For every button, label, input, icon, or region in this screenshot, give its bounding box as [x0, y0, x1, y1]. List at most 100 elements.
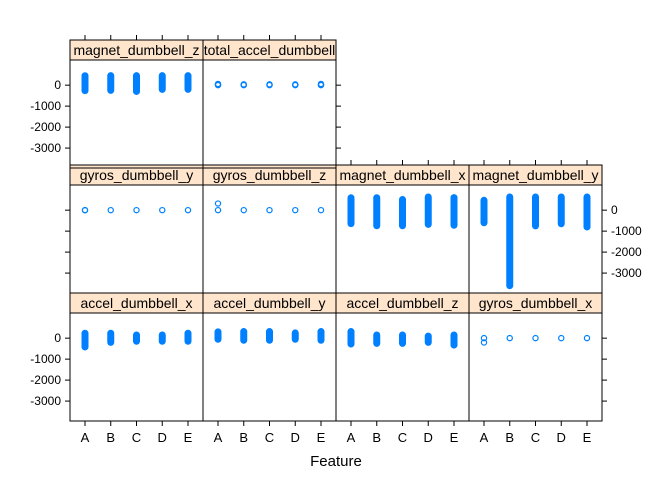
panel-title: gyros_dumbbell_y [80, 167, 194, 183]
y-tick-label: 0 [54, 331, 61, 345]
data-point-B [240, 206, 247, 214]
panel-frame [202, 184, 337, 294]
data-point-D [425, 209, 432, 216]
data-point-B [506, 334, 513, 342]
panel-magnet_dumbbell_y: magnet_dumbbell_y [468, 164, 603, 294]
panel-gyros_dumbbell_x: gyros_dumbbell_x [468, 292, 603, 422]
data-point-B [506, 213, 513, 220]
y-tick-label: -2000 [30, 373, 61, 387]
data-point-E [184, 333, 192, 341]
data-point-A [81, 338, 89, 345]
data-point-E [184, 206, 192, 214]
data-point-A [214, 328, 222, 336]
panel-title: gyros_dumbbell_z [213, 167, 327, 183]
data-point-B [107, 330, 114, 337]
data-point-C [399, 209, 406, 216]
y-tick-label: -1000 [611, 224, 642, 238]
x-tick-label-A: A [480, 430, 489, 445]
panel-frame [468, 312, 603, 422]
data-point-B [373, 340, 380, 347]
x-tick-label-A: A [81, 430, 90, 445]
data-point-B [373, 331, 380, 339]
data-point-A [347, 340, 355, 348]
x-tick-label-D: D [557, 430, 566, 445]
data-point-E [450, 194, 458, 201]
data-point-D [558, 206, 565, 214]
panel-title: accel_dumbbell_z [346, 295, 458, 311]
x-tick-label-C: C [265, 430, 274, 445]
data-point-D [425, 193, 432, 201]
data-point-A [347, 202, 355, 210]
panel-gyros_dumbbell_y: gyros_dumbbell_y [69, 164, 204, 294]
y-tick-label: -1000 [30, 99, 61, 113]
data-point-E [583, 223, 591, 231]
data-point-D [558, 213, 565, 220]
data-point-D [425, 221, 432, 228]
data-point-C [133, 88, 140, 95]
data-point-C [532, 334, 539, 342]
data-point-E [317, 337, 325, 344]
x-tick-label-C: C [132, 430, 141, 445]
data-point-E [450, 341, 458, 349]
data-point-C [133, 334, 140, 342]
panel-title: accel_dumbbell_y [213, 295, 325, 311]
data-point-E [450, 334, 458, 342]
panel-accel_dumbbell_y: accel_dumbbell_y [202, 292, 337, 422]
data-point-B [373, 333, 380, 341]
data-point-C [133, 338, 140, 345]
x-tick-label-E: E [450, 430, 459, 445]
data-point-C [266, 81, 273, 88]
panel-title: magnet_dumbbell_z [73, 42, 199, 58]
data-point-D [159, 81, 166, 89]
x-tick-label-B: B [106, 430, 115, 445]
y-tick-label: -3000 [30, 141, 61, 155]
y-tick-label: -3000 [611, 266, 642, 280]
y-tick-label: -3000 [30, 394, 61, 408]
data-point-C [399, 333, 406, 341]
panel-frame [468, 184, 603, 294]
data-point-D [558, 193, 565, 201]
data-point-E [184, 330, 192, 337]
data-point-B [107, 332, 114, 340]
data-point-C [399, 222, 406, 229]
y-tick-label: 0 [54, 78, 61, 92]
panel-accel_dumbbell_x: accel_dumbbell_x [69, 292, 204, 422]
data-point-D [159, 331, 166, 339]
data-point-C [532, 200, 539, 208]
x-tick-label-E: E [317, 430, 326, 445]
data-point-A [347, 209, 355, 216]
data-point-A [347, 330, 355, 338]
data-point-C [399, 340, 406, 347]
panel-accel_dumbbell_z: accel_dumbbell_z [335, 292, 470, 422]
x-tick-label-C: C [398, 430, 407, 445]
y-tick-label: -2000 [611, 245, 642, 259]
data-point-E [583, 213, 591, 220]
data-point-D [558, 200, 565, 208]
data-point-A [81, 72, 89, 79]
data-point-C [266, 328, 273, 335]
panel-magnet_dumbbell_z: magnet_dumbbell_z [69, 39, 204, 169]
data-point-E [317, 328, 325, 335]
data-point-A [214, 331, 222, 339]
data-point-E [317, 80, 325, 88]
data-point-A [480, 219, 488, 226]
y-tick-label: -2000 [30, 120, 61, 134]
data-point-E [583, 334, 591, 342]
data-point-B [240, 81, 247, 88]
data-point-E [583, 193, 591, 201]
data-point-B [373, 202, 380, 210]
data-point-D [292, 81, 299, 88]
data-point-B [506, 221, 513, 229]
data-point-B [506, 193, 513, 201]
data-point-E [184, 86, 192, 93]
panel-frame [202, 59, 337, 169]
data-point-D [425, 215, 432, 222]
data-point-E [450, 222, 458, 229]
data-point-C [266, 330, 273, 338]
data-point-C [532, 213, 539, 220]
data-point-C [266, 206, 273, 214]
data-point-D [159, 72, 166, 79]
data-point-A [214, 80, 222, 88]
